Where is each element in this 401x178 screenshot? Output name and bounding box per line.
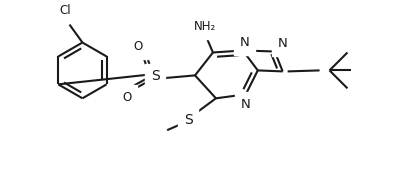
Text: N: N [239, 36, 249, 49]
Text: Cl: Cl [60, 4, 71, 17]
Text: S: S [183, 113, 192, 127]
Text: N: N [240, 98, 250, 111]
Text: N: N [277, 37, 287, 50]
Text: O: O [122, 91, 132, 104]
Text: O: O [133, 40, 142, 53]
Text: S: S [150, 69, 159, 83]
Text: NH₂: NH₂ [193, 20, 216, 33]
